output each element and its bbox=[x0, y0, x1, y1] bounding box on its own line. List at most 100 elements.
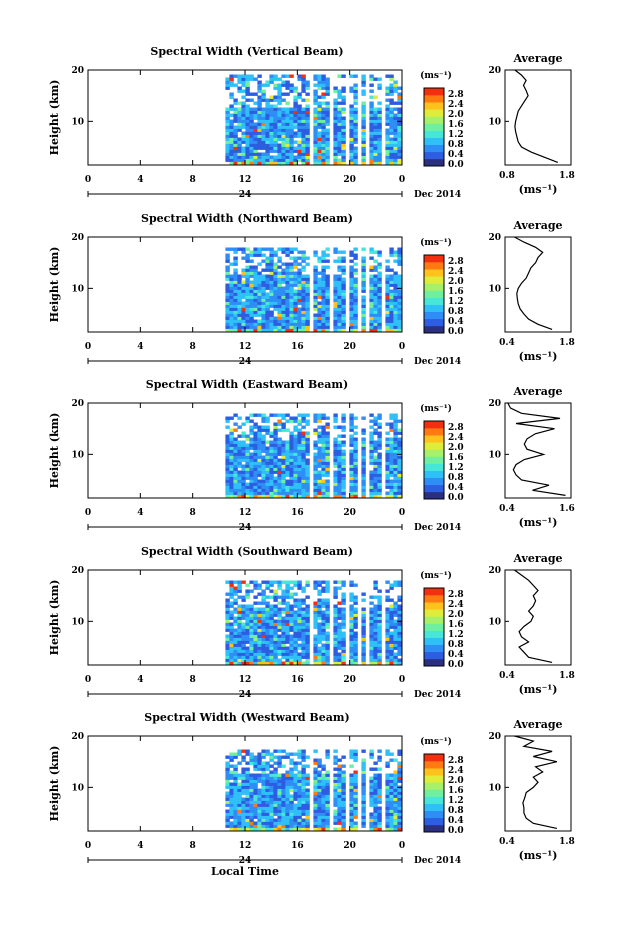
heatmap-cell bbox=[305, 92, 310, 96]
heatmap-cell bbox=[257, 161, 262, 165]
heatmap-cell bbox=[269, 770, 274, 774]
heatmap-cell bbox=[229, 77, 234, 81]
heatmap-cell bbox=[273, 440, 278, 444]
heatmap-cell bbox=[281, 328, 286, 332]
heatmap-cell bbox=[341, 640, 346, 644]
heatmap-cell bbox=[361, 131, 366, 135]
colorbar-swatch bbox=[424, 144, 444, 153]
heatmap-cell bbox=[393, 782, 398, 786]
heatmap-cell bbox=[373, 583, 378, 587]
heatmap-cell bbox=[393, 821, 398, 825]
date-label: Dec 2014 bbox=[414, 690, 461, 700]
heatmap-cell bbox=[225, 779, 230, 783]
heatmap-cell bbox=[273, 271, 278, 275]
heatmap-cell bbox=[389, 494, 394, 498]
heatmap-cell bbox=[265, 479, 270, 483]
heatmap-cell bbox=[233, 467, 238, 471]
heatmap-cell bbox=[225, 155, 230, 159]
heatmap-cell bbox=[393, 292, 398, 296]
heatmap-cell bbox=[325, 580, 330, 584]
heatmap-cell bbox=[225, 313, 230, 317]
heatmap-cell bbox=[241, 622, 246, 626]
heatmap-cell bbox=[253, 773, 258, 777]
heatmap-cell bbox=[237, 280, 242, 284]
heatmap-cell bbox=[305, 104, 310, 108]
heatmap-cell bbox=[317, 485, 322, 489]
heatmap-cell bbox=[261, 434, 266, 438]
heatmap-cell bbox=[301, 83, 306, 87]
heatmap-cell bbox=[273, 470, 278, 474]
heatmap-cell bbox=[353, 652, 358, 656]
heatmap-cell bbox=[385, 613, 390, 617]
heatmap-cell bbox=[313, 107, 318, 111]
heatmap-cell bbox=[281, 622, 286, 626]
heatmap-cell bbox=[297, 428, 302, 432]
heatmap-cell bbox=[297, 652, 302, 656]
heatmap-cell bbox=[265, 491, 270, 495]
heatmap-cell bbox=[293, 473, 298, 477]
heatmap-cell bbox=[281, 277, 286, 281]
heatmap-cell bbox=[261, 301, 266, 305]
heatmap-cell bbox=[337, 131, 342, 135]
colorbar-tick-label: 2.0 bbox=[448, 610, 464, 620]
heatmap-cell bbox=[389, 652, 394, 656]
heatmap-cell bbox=[301, 634, 306, 638]
heatmap-cell bbox=[301, 274, 306, 278]
heatmap-cell bbox=[297, 818, 302, 822]
colorbar-tick-label: 0.4 bbox=[448, 317, 464, 327]
heatmap-cell bbox=[293, 815, 298, 819]
heatmap-cell bbox=[253, 434, 258, 438]
heatmap-cell bbox=[349, 128, 354, 132]
heatmap-cell bbox=[321, 464, 326, 468]
heatmap-cell bbox=[361, 818, 366, 822]
heatmap-cell bbox=[261, 295, 266, 299]
heatmap-cell bbox=[237, 470, 242, 474]
heatmap-cell bbox=[225, 755, 230, 759]
heatmap-cell bbox=[281, 83, 286, 87]
heatmap-cell bbox=[285, 325, 290, 329]
heatmap-cell bbox=[317, 437, 322, 441]
heatmap-cell bbox=[269, 161, 274, 165]
heatmap-cell bbox=[269, 113, 274, 117]
heatmap-cell bbox=[241, 646, 246, 650]
heatmap-cell bbox=[261, 598, 266, 602]
heatmap-cell bbox=[385, 637, 390, 641]
heatmap-cell bbox=[389, 461, 394, 465]
heatmap-cell bbox=[385, 491, 390, 495]
heatmap-cell bbox=[369, 791, 374, 795]
heatmap-cell bbox=[229, 92, 234, 96]
heatmap-cell bbox=[237, 640, 242, 644]
heatmap-cell bbox=[297, 319, 302, 323]
heatmap-cell bbox=[293, 434, 298, 438]
heatmap-cell bbox=[261, 328, 266, 332]
heatmap-cell bbox=[341, 161, 346, 165]
heatmap-cell bbox=[297, 268, 302, 272]
y-tick-label: 10 bbox=[71, 617, 84, 627]
heatmap-cell bbox=[349, 476, 354, 480]
heatmap-cell bbox=[305, 440, 310, 444]
heatmap-cell bbox=[261, 416, 266, 420]
heatmap-cell bbox=[325, 598, 330, 602]
heatmap-cell bbox=[293, 452, 298, 456]
heatmap-cell bbox=[273, 661, 278, 665]
heatmap-cell bbox=[297, 646, 302, 650]
heatmap-cell bbox=[249, 128, 254, 132]
heatmap-cell bbox=[353, 640, 358, 644]
heatmap-cell bbox=[389, 485, 394, 489]
heatmap-cell bbox=[277, 92, 282, 96]
heatmap-cell bbox=[341, 595, 346, 599]
heatmap-cell bbox=[305, 619, 310, 623]
heatmap-cell bbox=[385, 110, 390, 114]
heatmap-cell bbox=[253, 253, 258, 257]
heatmap-cell bbox=[313, 292, 318, 296]
avg-y-tick-label: 20 bbox=[488, 399, 501, 409]
heatmap-cell bbox=[301, 107, 306, 111]
heatmap-cell bbox=[237, 494, 242, 498]
avg-y-tick-label: 20 bbox=[488, 233, 501, 243]
heatmap-cell bbox=[273, 307, 278, 311]
heatmap-cell bbox=[325, 307, 330, 311]
heatmap-cell bbox=[297, 286, 302, 290]
avg-title: Average bbox=[512, 219, 562, 232]
heatmap-cell bbox=[377, 271, 382, 275]
heatmap-cell bbox=[337, 119, 342, 123]
